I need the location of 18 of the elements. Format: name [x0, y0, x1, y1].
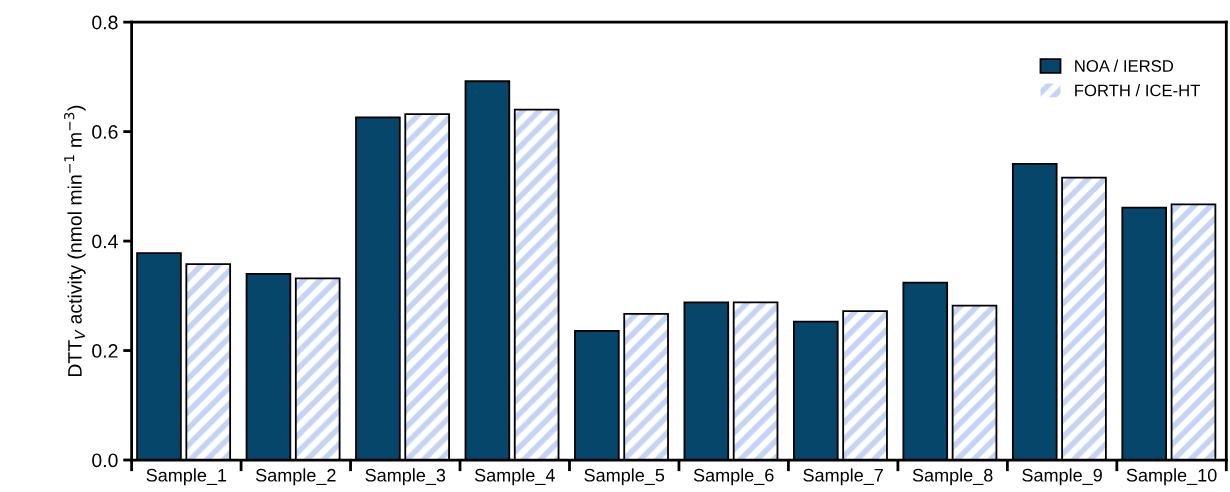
legend-label: NOA / IERSD — [1075, 59, 1174, 72]
x-tick-label: Sample_3 — [365, 468, 446, 486]
y-tick-label: 0.8 — [92, 15, 118, 30]
legend-label: FORTH / ICE-HT — [1075, 84, 1200, 97]
y-tick-label: 0.0 — [92, 453, 118, 468]
x-tick-label: Sample_2 — [255, 468, 336, 486]
x-tick-label: Sample_5 — [584, 468, 665, 486]
x-tick-label: Sample_8 — [912, 468, 993, 486]
x-tick-label: Sample_9 — [1022, 468, 1102, 486]
x-tick-label: Sample_6 — [693, 468, 774, 486]
x-tick-label: Sample_7 — [803, 468, 883, 486]
y-tick-label: 0.4 — [92, 234, 118, 249]
y-tick-label: 0.6 — [92, 125, 118, 139]
y-axis-title: DTT$_{V}$ activity (nmol min$^{−1}$ m$^{−3}$) — [64, 105, 86, 377]
x-tick-label: Sample_10 — [1126, 468, 1217, 486]
x-tick-label: Sample_1 — [146, 468, 227, 486]
y-tick-label: 0.2 — [92, 344, 118, 358]
x-tick-label: Sample_4 — [474, 468, 555, 486]
